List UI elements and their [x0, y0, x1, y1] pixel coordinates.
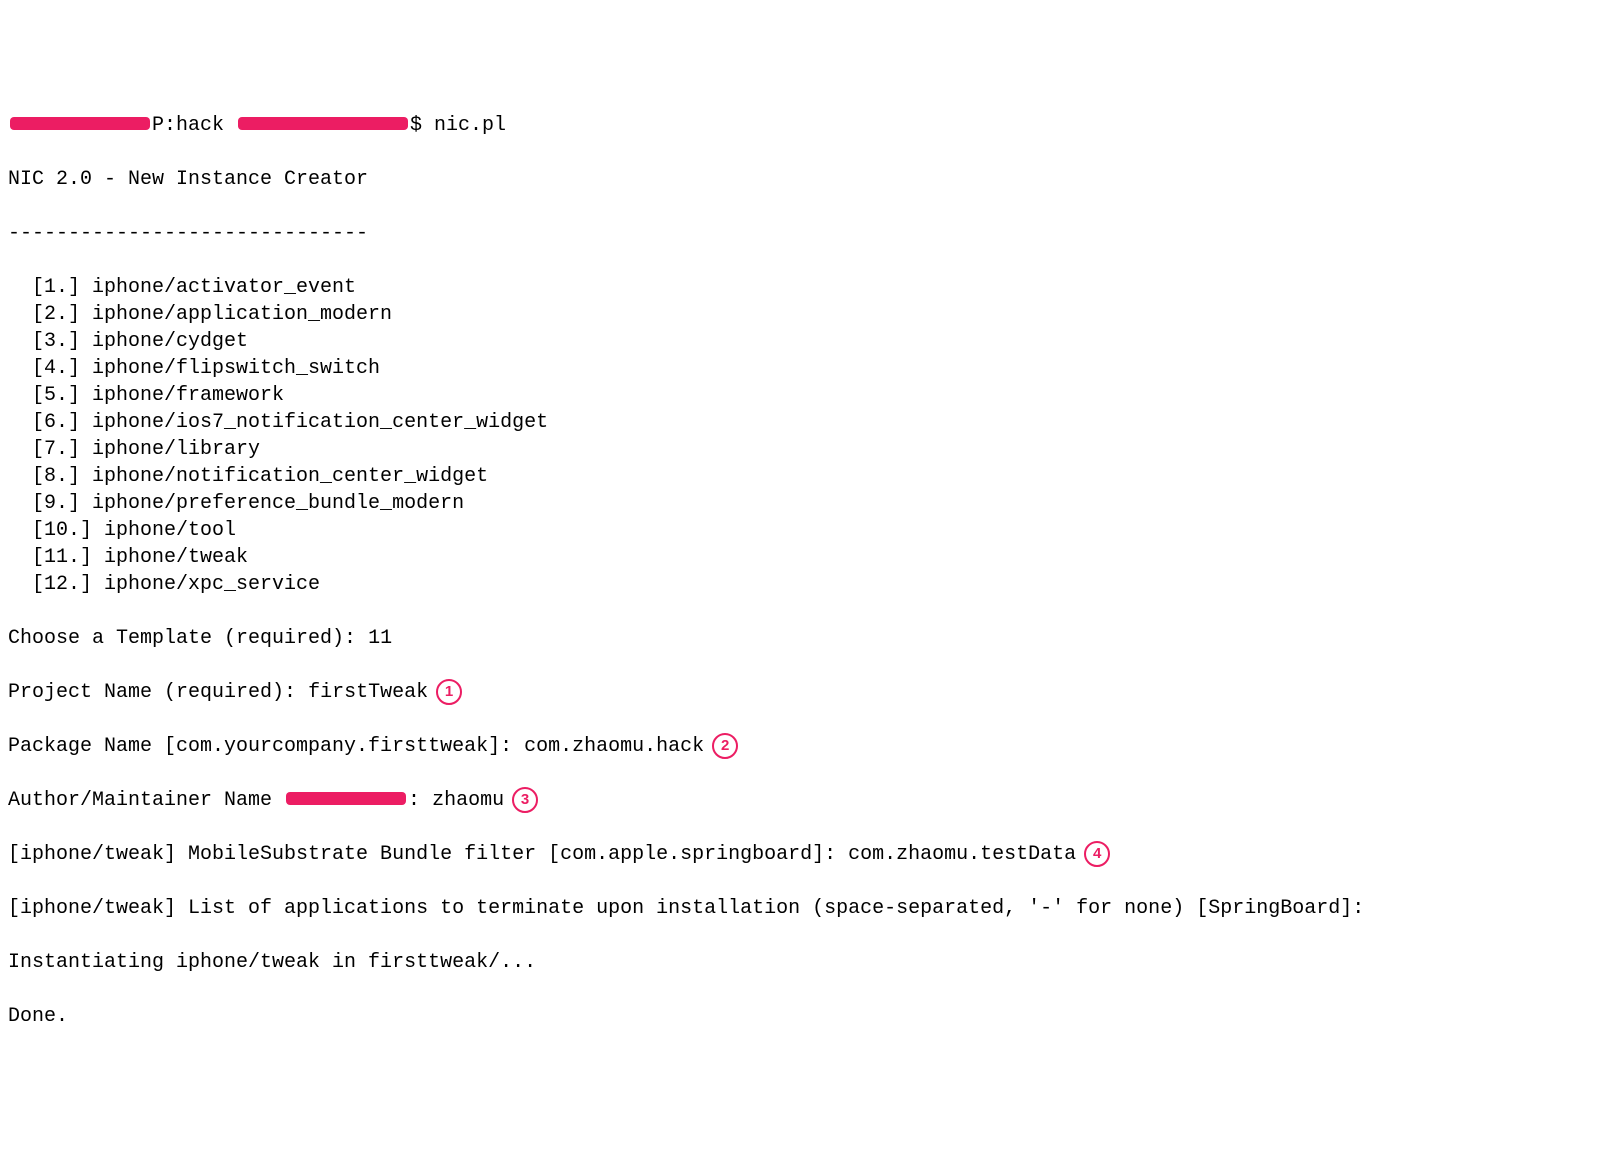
- redaction: [238, 117, 408, 130]
- annotation-4: 4: [1084, 841, 1110, 867]
- author-label-pre: Author/Maintainer Name: [8, 789, 284, 812]
- terminate-line: [iphone/tweak] List of applications to t…: [8, 895, 1606, 922]
- template-item: [6.] iphone/ios7_notification_center_wid…: [8, 409, 1606, 436]
- package-name-line: Package Name [com.yourcompany.firsttweak…: [8, 733, 1606, 760]
- annotation-3: 3: [512, 787, 538, 813]
- template-item: [3.] iphone/cydget: [8, 328, 1606, 355]
- instantiating-line: Instantiating iphone/tweak in firsttweak…: [8, 949, 1606, 976]
- package-name-value: com.zhaomu.hack: [524, 735, 704, 758]
- bundle-filter-value: com.zhaomu.testData: [848, 843, 1076, 866]
- choose-template-label: Choose a Template (required):: [8, 627, 368, 650]
- terminate-text: [iphone/tweak] List of applications to t…: [8, 897, 1364, 920]
- done-line: Done.: [8, 1003, 1606, 1030]
- template-item: [5.] iphone/framework: [8, 382, 1606, 409]
- choose-template-value: 11: [368, 627, 392, 650]
- package-name-label: Package Name [com.yourcompany.firsttweak…: [8, 735, 524, 758]
- template-item: [1.] iphone/activator_event: [8, 274, 1606, 301]
- template-item: [10.] iphone/tool: [8, 517, 1606, 544]
- prompt-command: nic.pl: [434, 114, 506, 137]
- choose-template-line: Choose a Template (required): 11: [8, 625, 1606, 652]
- bundle-filter-line: [iphone/tweak] MobileSubstrate Bundle fi…: [8, 841, 1606, 868]
- template-item: [7.] iphone/library: [8, 436, 1606, 463]
- annotation-2: 2: [712, 733, 738, 759]
- author-value: zhaomu: [432, 789, 504, 812]
- project-name-value: firstTweak: [308, 681, 428, 704]
- prompt-host: P:hack: [152, 114, 236, 137]
- project-name-label: Project Name (required):: [8, 681, 308, 704]
- prompt-dollar: $: [410, 114, 434, 137]
- author-line: Author/Maintainer Name : zhaomu 3: [8, 787, 1606, 814]
- template-item: [2.] iphone/application_modern: [8, 301, 1606, 328]
- redaction: [286, 792, 406, 805]
- redaction: [10, 117, 150, 130]
- prompt-line: P:hack $ nic.pl: [8, 112, 1606, 139]
- template-item: [8.] iphone/notification_center_widget: [8, 463, 1606, 490]
- bundle-filter-label: [iphone/tweak] MobileSubstrate Bundle fi…: [8, 843, 848, 866]
- divider: ------------------------------: [8, 220, 1606, 247]
- project-name-line: Project Name (required): firstTweak 1: [8, 679, 1606, 706]
- template-item: [11.] iphone/tweak: [8, 544, 1606, 571]
- template-item: [9.] iphone/preference_bundle_modern: [8, 490, 1606, 517]
- template-item: [4.] iphone/flipswitch_switch: [8, 355, 1606, 382]
- template-item: [12.] iphone/xpc_service: [8, 571, 1606, 598]
- annotation-1: 1: [436, 679, 462, 705]
- author-label-post: :: [408, 789, 432, 812]
- nic-header: NIC 2.0 - New Instance Creator: [8, 166, 1606, 193]
